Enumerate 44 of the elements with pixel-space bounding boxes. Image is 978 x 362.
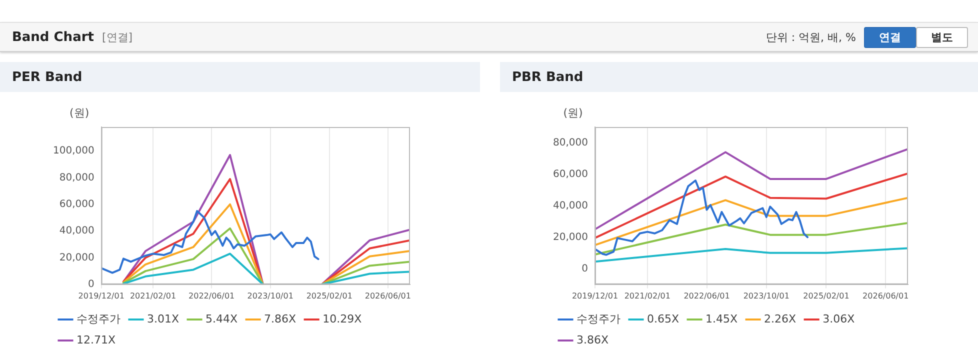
x-tick-label: 2023/10/01 <box>743 291 790 300</box>
y-tick-label: 40,000 <box>59 226 94 237</box>
y-tick-label: 60,000 <box>59 198 94 210</box>
legend-label: 수정주가 <box>576 312 620 326</box>
text: Band Chart <box>12 30 94 44</box>
legend-label: 5.44X <box>206 312 238 326</box>
chart-title: PBR Band <box>500 62 978 92</box>
text: 연결 <box>864 26 916 48</box>
y-tick-label: 20,000 <box>552 232 588 243</box>
x-tick-label: 2021/02/01 <box>624 291 670 300</box>
y-axis-title: (원) <box>70 106 90 120</box>
legend-label: 2.26X <box>764 312 797 326</box>
legend-label: 7.86X <box>264 312 297 326</box>
x-tick-label: 2022/06/01 <box>188 291 235 300</box>
y-tick-label: 20,000 <box>59 252 94 264</box>
y-tick-label: 80,000 <box>552 137 588 148</box>
legend-label: 3.06X <box>822 312 856 326</box>
legend-label: 수정주가 <box>76 312 120 326</box>
y-tick-label: 40,000 <box>552 200 588 212</box>
x-tick-label: 2023/10/01 <box>247 291 294 300</box>
y-tick-label: 80,000 <box>59 172 94 184</box>
y-tick-label: 0 <box>582 263 588 274</box>
x-tick-label: 2025/02/01 <box>803 291 850 300</box>
legend-label: 1.45X <box>706 312 738 326</box>
x-tick-label: 2022/06/01 <box>684 291 730 300</box>
text: 단위 : 억원, 배, % <box>766 30 856 44</box>
x-tick-label: 2026/06/01 <box>862 291 909 300</box>
legend-label: 10.29X <box>322 312 362 326</box>
y-tick-label: 0 <box>88 278 94 290</box>
legend-label: 3.86X <box>576 333 609 346</box>
legend-label: 12.71X <box>76 333 116 346</box>
x-tick-label: 2019/12/01 <box>78 291 124 300</box>
chart-title: PER Band <box>0 62 480 92</box>
text: [연결] <box>102 30 133 44</box>
y-tick-label: 60,000 <box>552 168 588 180</box>
text: 별도 <box>916 26 968 48</box>
x-tick-label: 2019/12/01 <box>572 291 618 300</box>
x-tick-label: 2026/06/01 <box>364 291 411 300</box>
y-axis-title: (원) <box>563 106 583 120</box>
x-tick-label: 2025/02/01 <box>306 291 352 300</box>
legend-label: 0.65X <box>647 312 680 326</box>
x-tick-label: 2021/02/01 <box>130 291 176 300</box>
legend-label: 3.01X <box>147 312 180 326</box>
y-tick-label: 100,000 <box>52 146 94 157</box>
